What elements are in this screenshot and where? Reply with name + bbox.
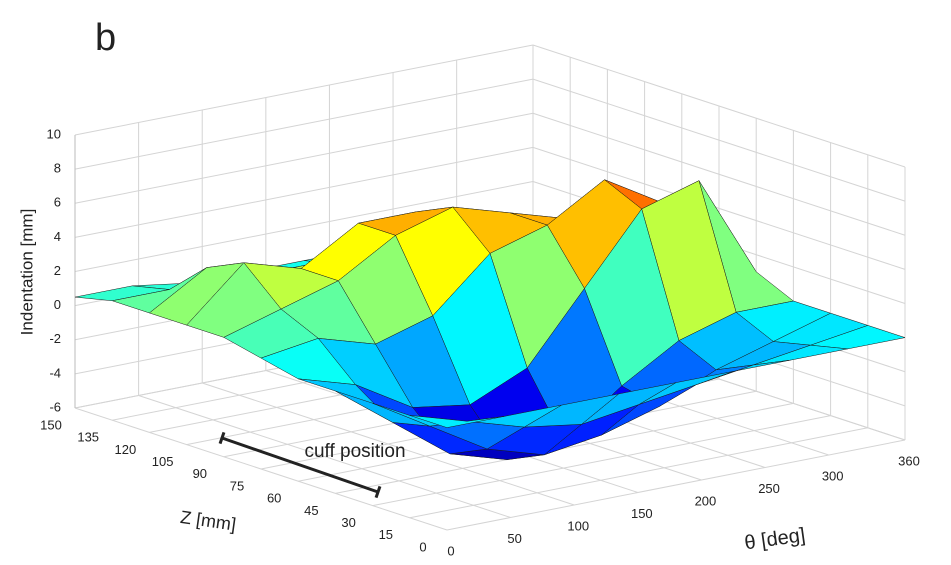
surface-cell xyxy=(409,415,505,428)
grid-line xyxy=(74,44,534,136)
y-tick-label: 60 xyxy=(267,491,281,506)
z-tick-label: -6 xyxy=(49,399,61,414)
z-axis-label: Indentation [mm] xyxy=(17,209,36,336)
x-tick-label: 360 xyxy=(898,453,920,468)
x-tick-label: 0 xyxy=(447,543,454,558)
y-tick-label: 45 xyxy=(304,503,318,518)
y-tick-label: 135 xyxy=(77,430,99,445)
grid-line xyxy=(74,146,534,238)
grid-line xyxy=(74,78,534,170)
x-tick-label: 300 xyxy=(822,468,844,483)
grid-line xyxy=(372,415,831,507)
x-tick-label: 100 xyxy=(567,518,589,533)
grid-line xyxy=(532,146,906,270)
y-tick-label: 30 xyxy=(341,515,355,530)
grid-line xyxy=(532,112,906,236)
grid-line xyxy=(446,439,906,531)
grid-line xyxy=(74,181,534,272)
z-tick-label: 6 xyxy=(54,195,61,210)
y-tick-label: 120 xyxy=(115,442,137,457)
z-tick-label: 8 xyxy=(54,161,61,176)
grid-line xyxy=(532,44,906,168)
y-tick-label: 105 xyxy=(152,454,174,469)
x-tick-label: 150 xyxy=(631,506,653,521)
grid-line xyxy=(532,78,906,202)
y-tick-label: 0 xyxy=(419,539,426,554)
annotation: cuff position xyxy=(304,441,405,462)
y-axis-label: Z [mm] xyxy=(179,507,237,535)
z-tick-label: 2 xyxy=(54,263,61,278)
z-tick-label: 4 xyxy=(54,229,61,244)
cuff-arrow xyxy=(221,436,379,494)
surface xyxy=(74,179,906,460)
cuff-arrow-end xyxy=(374,485,382,499)
cuff-arrow-end xyxy=(218,431,226,445)
y-tick-label: 90 xyxy=(193,466,207,481)
x-tick-label: 50 xyxy=(507,531,521,546)
panel-label: b xyxy=(95,17,116,59)
x-axis-label: θ [deg] xyxy=(743,524,807,554)
z-tick-label: -2 xyxy=(49,331,61,346)
y-tick-label: 15 xyxy=(379,527,393,542)
y-tick-label: 150 xyxy=(40,417,62,432)
z-tick-label: -4 xyxy=(49,365,61,380)
z-tick-label: 0 xyxy=(54,297,61,312)
x-tick-label: 200 xyxy=(695,493,717,508)
x-tick-label: 250 xyxy=(758,481,780,496)
y-tick-label: 75 xyxy=(230,478,244,493)
grid-line xyxy=(409,427,868,519)
z-tick-label: 10 xyxy=(47,126,61,141)
grid-line xyxy=(74,112,534,204)
grid-line xyxy=(335,402,794,494)
label-layer: 0501001502002503003600153045607590105120… xyxy=(40,126,920,558)
